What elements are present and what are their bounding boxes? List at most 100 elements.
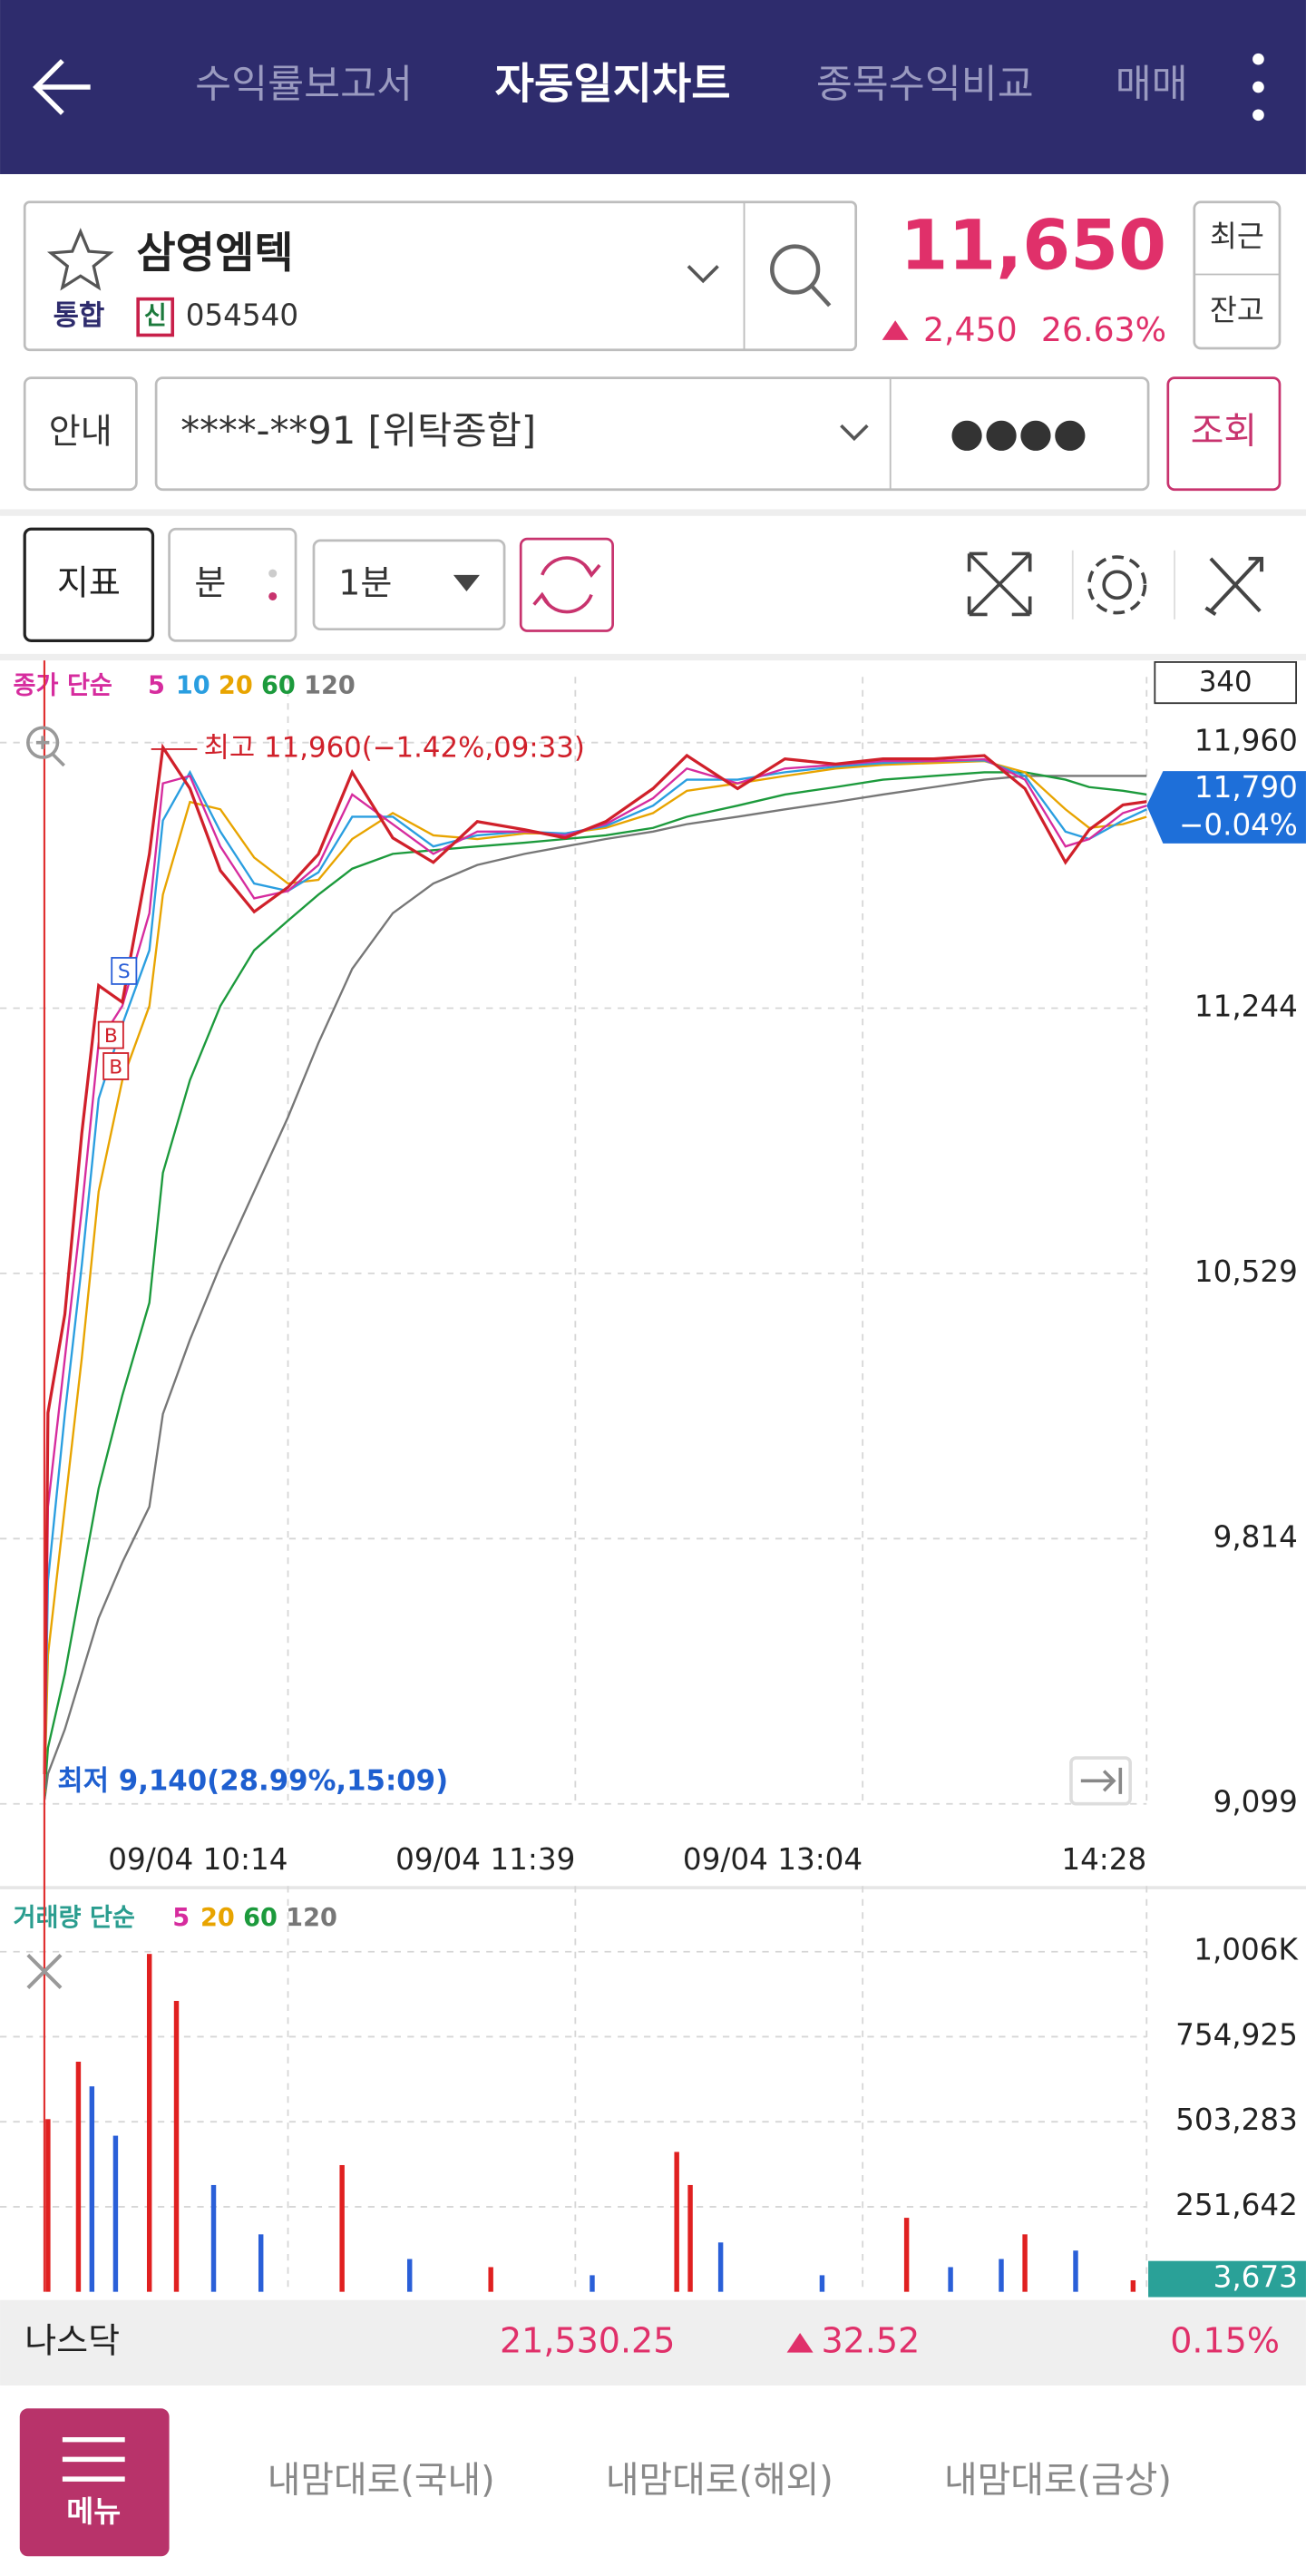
credit-badge: 신 — [144, 302, 167, 330]
volume-bar — [717, 2242, 724, 2292]
interval-select-box[interactable] — [312, 539, 506, 631]
current-volume-badge — [1148, 2260, 1306, 2298]
separator — [0, 1886, 1306, 1889]
price-chart: 9,099 9,814 10,529 11,244 11,960 09/04 10:14 0… — [0, 672, 1306, 1877]
volume-bar — [210, 2184, 217, 2292]
dropdown-arrow[interactable] — [840, 424, 869, 442]
x-tick-label: 09/04 10:14 — [108, 1842, 288, 1877]
volume-bar — [406, 2259, 413, 2292]
y-tick-label: 11,244 — [1194, 989, 1298, 1023]
refresh-button[interactable] — [519, 537, 614, 632]
up-triangle — [882, 320, 909, 340]
nav-tab[interactable]: 내맘대로(국내) — [268, 2459, 495, 2501]
password-field[interactable]: ●●●● — [950, 410, 1087, 455]
signal-box — [111, 957, 138, 985]
menu-label[interactable]: 메뉴 — [66, 2494, 121, 2529]
current-change: −0.04% — [1179, 808, 1298, 843]
period-button-box[interactable] — [168, 527, 297, 642]
x-tick-label: 09/04 13:04 — [683, 1842, 863, 1877]
legend-entry: 20 — [200, 1904, 235, 1932]
balance-button[interactable]: 잔고 — [1210, 293, 1264, 327]
moving-average-line — [43, 771, 1147, 1797]
more-button[interactable] — [1252, 53, 1264, 122]
dot — [268, 569, 278, 578]
price-change: 2,450 — [923, 310, 1018, 349]
ticker-rate: 0.15% — [1170, 2320, 1280, 2360]
stock-name: 삼영엠텍 — [136, 229, 293, 278]
volume-bar — [1073, 2250, 1078, 2292]
moving-average-line — [43, 759, 1147, 1789]
refresh-icon — [532, 556, 601, 614]
volume-bar — [339, 2164, 345, 2292]
current-price: 11,790 — [1194, 770, 1298, 805]
account-number: ****-**91 [위탁종합] — [180, 408, 536, 453]
volume-bar — [146, 1954, 152, 2292]
account-box[interactable] — [154, 376, 1150, 492]
dropdown-arrow[interactable] — [687, 265, 719, 284]
nav-tab[interactable]: 내맘대로(금상) — [944, 2459, 1172, 2501]
y-tick-label: 503,283 — [1175, 2103, 1298, 2137]
menu-button[interactable] — [19, 2408, 170, 2557]
query-button-box[interactable] — [1166, 376, 1282, 492]
zoom-button[interactable] — [26, 726, 65, 767]
tab[interactable]: 종목수익비교 — [816, 62, 1034, 107]
legend-title: 종가 단순 — [14, 672, 112, 700]
indicator-button[interactable]: 지표 — [57, 562, 121, 602]
tools-button[interactable] — [1204, 556, 1264, 617]
recent-button[interactable]: 최근 — [1210, 220, 1264, 254]
legend-entry: 120 — [304, 672, 356, 700]
legend-entry: 60 — [243, 1904, 278, 1932]
info-button[interactable]: 안내 — [49, 412, 112, 452]
market-label: 통합 — [54, 299, 105, 332]
close-line — [43, 743, 1147, 1775]
volume-bar — [590, 2275, 595, 2292]
stock-code: 054540 — [186, 298, 298, 333]
separator — [0, 653, 1306, 661]
stock-box[interactable] — [23, 200, 858, 352]
query-button[interactable]: 조회 — [1191, 411, 1257, 453]
ticker-change: 32.52 — [821, 2320, 920, 2360]
signal-box — [97, 1020, 124, 1049]
ticker-value: 21,530.25 — [500, 2320, 675, 2360]
dropdown-arrow — [453, 574, 480, 592]
back-button[interactable] — [33, 59, 91, 115]
signal-box — [102, 1052, 130, 1080]
favorite-star[interactable] — [46, 228, 114, 291]
volume-bar — [687, 2184, 693, 2292]
legend-entry: 20 — [219, 672, 253, 700]
tab-active[interactable]: 자동일지차트 — [495, 59, 731, 109]
volume-bar — [903, 2218, 910, 2292]
tab[interactable]: 매매 — [1116, 62, 1188, 107]
ticker-bar — [0, 2299, 1306, 2386]
indicator-button-box[interactable] — [23, 527, 155, 643]
interval-select[interactable]: 1분 — [338, 562, 392, 602]
volume-bar — [1130, 2279, 1136, 2292]
close-indicator-button[interactable] — [26, 1953, 63, 1989]
scroll-end-button[interactable] — [1069, 1756, 1132, 1806]
buy-signal: B — [109, 1056, 122, 1078]
volume-bar — [173, 2000, 180, 2292]
current-volume: 3,673 — [1213, 2260, 1298, 2295]
fullscreen-button[interactable] — [967, 551, 1032, 617]
sell-signal: S — [118, 961, 131, 983]
volume-bar — [89, 2086, 95, 2292]
buy-signal: B — [104, 1025, 118, 1048]
search-button[interactable] — [770, 244, 832, 307]
volume-bar — [45, 2119, 51, 2292]
y-tick-label: 251,642 — [1175, 2188, 1298, 2222]
settings-button[interactable] — [1087, 555, 1147, 615]
dot — [268, 591, 278, 601]
credit-badge-box — [136, 297, 175, 337]
high-annotation: 최고 11,960(−1.42%,09:33) — [204, 731, 585, 764]
nav-tab[interactable]: 내맘대로(해외) — [606, 2459, 833, 2501]
tab[interactable]: 수익률보고서 — [195, 62, 413, 107]
volume-bar — [112, 2135, 119, 2292]
ticker-name: 나스닥 — [24, 2320, 120, 2360]
legend-entry: 120 — [286, 1904, 337, 1932]
period-button[interactable]: 분 — [194, 562, 226, 602]
legend-entry: 10 — [176, 672, 210, 700]
legend-title: 거래량 단순 — [14, 1904, 135, 1932]
info-button-box[interactable] — [23, 376, 138, 492]
